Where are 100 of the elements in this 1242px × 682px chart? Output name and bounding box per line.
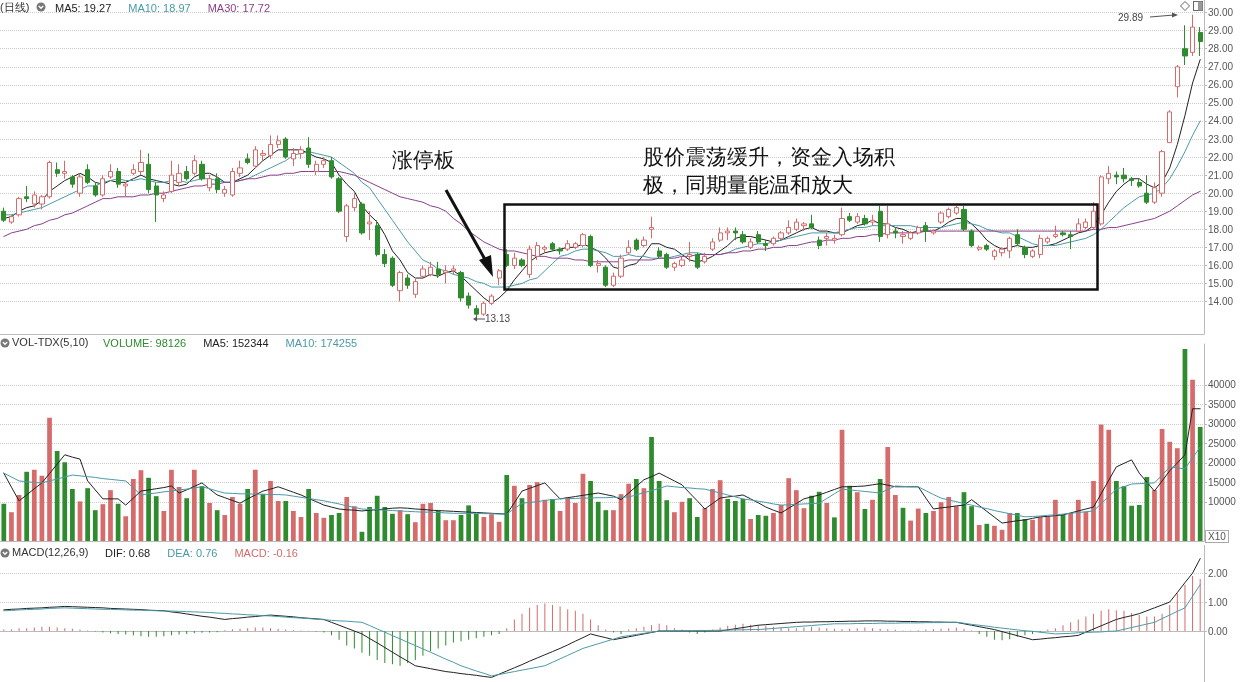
bar	[504, 475, 510, 541]
bar	[283, 500, 289, 541]
candlestick	[443, 264, 448, 284]
bar	[374, 495, 380, 541]
bar	[550, 498, 555, 541]
bar	[344, 497, 350, 541]
y-tick-label: 25.00	[1208, 97, 1234, 109]
bar	[877, 478, 883, 541]
candlestick	[184, 165, 189, 182]
candlestick	[1, 207, 6, 223]
candlestick	[992, 248, 997, 261]
candlestick	[923, 221, 928, 243]
bar	[252, 469, 258, 541]
y-tick-label: 16.00	[1208, 259, 1234, 271]
bar	[1068, 512, 1074, 541]
candlestick	[298, 145, 304, 160]
text: MA5: 19.27	[55, 1, 112, 14]
candlestick	[817, 236, 822, 250]
bar	[595, 501, 601, 541]
bar	[108, 490, 113, 541]
y-tick-label: 23.00	[1208, 133, 1234, 145]
candlestick	[344, 203, 349, 243]
bar	[687, 498, 692, 541]
y-tick-label: 17.00	[1208, 241, 1234, 253]
bar	[748, 519, 753, 541]
candlestick	[215, 172, 220, 194]
y-tick-label: 30000	[1208, 418, 1237, 430]
candlestick	[237, 160, 243, 178]
bar	[268, 481, 273, 541]
bar	[123, 516, 129, 541]
candlestick	[1144, 174, 1149, 205]
bar	[984, 523, 990, 541]
candlestick	[634, 237, 639, 252]
bar	[771, 512, 776, 541]
candlestick	[702, 252, 707, 265]
y-tick-label: 26.00	[1208, 79, 1234, 91]
line-series	[3, 171, 1201, 263]
bar	[854, 492, 860, 541]
candlestick	[657, 246, 662, 259]
candlestick	[436, 261, 441, 279]
bar	[1075, 499, 1081, 541]
candlestick	[573, 241, 578, 250]
candlestick	[512, 252, 517, 270]
y-tick-label: 19.00	[1208, 205, 1234, 217]
bar	[1106, 429, 1112, 541]
candlestick	[420, 264, 426, 279]
candlestick	[611, 272, 616, 288]
bar	[291, 511, 296, 541]
candlestick	[542, 245, 547, 254]
candlestick	[100, 174, 105, 198]
bar	[62, 462, 68, 541]
candlestick	[329, 156, 334, 180]
bar	[611, 510, 616, 541]
y-tick-label: 24.00	[1208, 115, 1234, 127]
candlestick	[321, 156, 326, 169]
y-tick-label: 0.00	[1208, 625, 1228, 637]
candlestick	[245, 152, 250, 165]
text: MACD: -0.16	[234, 546, 298, 559]
candlestick	[1030, 248, 1035, 259]
candlestick	[832, 234, 837, 245]
candlestick	[1015, 228, 1020, 247]
bar	[24, 471, 30, 541]
bar	[466, 505, 472, 541]
bar	[893, 495, 898, 541]
candlestick	[1007, 236, 1012, 259]
candlestick	[1091, 201, 1096, 230]
candlestick	[1190, 14, 1195, 57]
candlestick	[1152, 181, 1157, 205]
bar	[542, 499, 548, 541]
y-tick-label: 22.00	[1208, 151, 1234, 163]
candlestick	[1053, 225, 1058, 239]
candlestick	[283, 136, 288, 160]
bar	[809, 495, 814, 541]
bar	[626, 483, 632, 541]
bar	[1045, 517, 1051, 541]
text: MA10: 174255	[285, 336, 358, 349]
y-tick-label: 35000	[1208, 398, 1237, 410]
candlestick	[24, 185, 29, 203]
bar	[313, 512, 319, 541]
bar	[31, 469, 37, 541]
candlestick	[984, 243, 989, 252]
bar	[1129, 505, 1134, 541]
bar	[816, 491, 822, 541]
bar	[1152, 490, 1157, 541]
candlestick	[1060, 230, 1066, 238]
y-tick-label: 30.00	[1208, 7, 1234, 19]
candlestick	[336, 176, 342, 214]
bar	[832, 517, 837, 541]
candlestick	[756, 230, 761, 245]
text: MA30: 17.72	[207, 1, 271, 14]
y-tick-label: 2.00	[1208, 567, 1228, 579]
candlestick	[740, 230, 746, 245]
candlestick	[1083, 217, 1088, 230]
candlestick	[687, 241, 692, 263]
bar	[351, 506, 357, 541]
candlestick	[1045, 236, 1050, 245]
candlestick	[794, 217, 799, 232]
bar	[184, 498, 190, 541]
bar	[694, 517, 700, 541]
candlestick	[291, 147, 296, 167]
